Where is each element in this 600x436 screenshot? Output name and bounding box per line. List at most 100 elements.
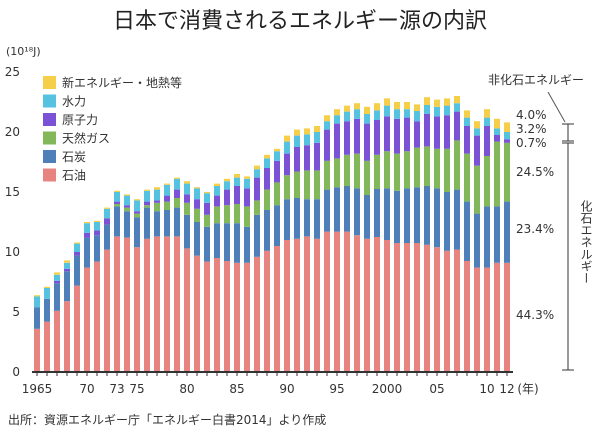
- bar-segment-3: [414, 121, 420, 148]
- bar-segment-2: [144, 205, 150, 208]
- bar-segment-3: [94, 230, 100, 236]
- bar-segment-1: [264, 210, 270, 251]
- bar-segment-2: [304, 170, 310, 200]
- bar-segment-4: [54, 274, 60, 281]
- y-tick-label: 25: [5, 65, 20, 79]
- bar-segment-3: [134, 211, 140, 214]
- x-tick-label: 90: [279, 382, 294, 396]
- bar-segment-5: [184, 181, 190, 184]
- bar-segment-1: [234, 223, 240, 263]
- bar-stack-2004: [424, 97, 430, 372]
- bar-segment-3: [434, 116, 440, 149]
- bar-segment-5: [274, 148, 280, 152]
- bar-segment-3: [364, 123, 370, 161]
- bar-segment-3: [374, 120, 380, 155]
- bar-segment-5: [134, 199, 140, 201]
- bar-stack-1978: [164, 183, 170, 372]
- bar-segment-5: [164, 183, 170, 185]
- bar-segment-1: [424, 186, 430, 245]
- bar-segment-0: [64, 301, 70, 372]
- bar-segment-3: [454, 111, 460, 141]
- bar-stack-1994: [324, 115, 330, 372]
- share-label: 24.5%: [516, 165, 554, 179]
- bar-segment-4: [234, 177, 240, 186]
- bar-segment-1: [374, 189, 380, 237]
- bar-segment-4: [294, 135, 300, 147]
- bar-segment-5: [484, 109, 490, 118]
- bar-segment-1: [434, 188, 440, 248]
- bar-segment-2: [334, 158, 340, 188]
- x-axis-unit: (年): [517, 382, 538, 396]
- bar-segment-3: [394, 118, 400, 154]
- bar-segment-5: [304, 128, 310, 135]
- bar-segment-2: [374, 154, 380, 189]
- bar-segment-3: [474, 135, 480, 166]
- bar-segment-2: [274, 182, 280, 206]
- bar-segment-4: [444, 105, 450, 116]
- bar-segment-0: [414, 243, 420, 372]
- bar-segment-2: [474, 165, 480, 214]
- y-tick-label: 0: [12, 365, 20, 379]
- bar-stack-1987: [254, 165, 260, 372]
- bar-segment-3: [304, 145, 310, 171]
- bar-segment-5: [384, 98, 390, 106]
- x-tick-label: 80: [179, 382, 194, 396]
- bar-segment-4: [474, 128, 480, 136]
- bar-segment-3: [104, 218, 110, 225]
- y-axis-unit: (10¹⁸J): [6, 45, 41, 58]
- bar-stack-1997: [354, 103, 360, 372]
- bar-segment-2: [294, 171, 300, 198]
- bar-segment-3: [74, 252, 80, 256]
- x-tick-label: 95: [329, 382, 344, 396]
- share-label: 4.0%: [516, 108, 547, 122]
- bar-segment-2: [264, 189, 270, 210]
- bar-segment-0: [394, 243, 400, 372]
- bar-segment-4: [394, 109, 400, 119]
- bar-segment-0: [144, 238, 150, 372]
- bar-stack-1995: [334, 109, 340, 372]
- bar-segment-4: [414, 111, 420, 122]
- bar-segment-4: [174, 178, 180, 190]
- bar-segment-5: [344, 105, 350, 112]
- bar-segment-3: [274, 160, 280, 183]
- bar-segment-5: [434, 99, 440, 107]
- bar-segment-2: [434, 148, 440, 189]
- bar-segment-0: [34, 328, 40, 372]
- bar-stack-1983: [214, 183, 220, 372]
- bar-segment-0: [94, 261, 100, 372]
- bar-segment-2: [214, 206, 220, 224]
- x-tick-label: 10: [479, 382, 494, 396]
- bar-segment-4: [124, 195, 130, 206]
- bar-segment-0: [314, 238, 320, 372]
- bar-stack-1979: [174, 177, 180, 372]
- non-fossil-label: 非化石エネルギー: [488, 73, 584, 87]
- bar-segment-1: [304, 199, 310, 237]
- bar-segment-4: [74, 243, 80, 252]
- bar-segment-0: [474, 267, 480, 372]
- bar-segment-4: [194, 188, 200, 200]
- bar-segment-1: [254, 214, 260, 257]
- bar-segment-0: [174, 236, 180, 372]
- bar-stack-1999: [374, 103, 380, 372]
- bar-segment-1: [494, 206, 500, 263]
- legend-label: 水力: [62, 95, 86, 109]
- bar-segment-0: [214, 258, 220, 372]
- y-tick-label: 20: [5, 125, 20, 139]
- bar-segment-5: [414, 104, 420, 111]
- bar-stack-1984: [224, 178, 230, 372]
- fossil-label: 化石エネルギー: [579, 200, 593, 284]
- bar-segment-5: [104, 207, 110, 209]
- bar-segment-1: [124, 211, 130, 238]
- bar-segment-0: [224, 261, 230, 372]
- bar-segment-1: [114, 206, 120, 237]
- bar-segment-3: [444, 115, 450, 149]
- legend-swatch: [43, 150, 56, 163]
- bar-segment-2: [444, 148, 450, 192]
- bar-segment-5: [474, 121, 480, 129]
- bar-stack-2010: [484, 109, 490, 372]
- bar-segment-2: [184, 202, 190, 215]
- bar-segment-5: [214, 183, 220, 186]
- bar-stack-1989: [274, 148, 280, 372]
- x-tick-label: 75: [129, 382, 144, 396]
- bar-segment-3: [254, 177, 260, 201]
